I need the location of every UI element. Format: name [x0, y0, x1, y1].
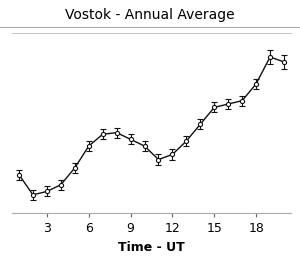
X-axis label: Time - UT: Time - UT: [118, 241, 185, 254]
Text: Vostok - Annual Average: Vostok - Annual Average: [65, 8, 235, 22]
